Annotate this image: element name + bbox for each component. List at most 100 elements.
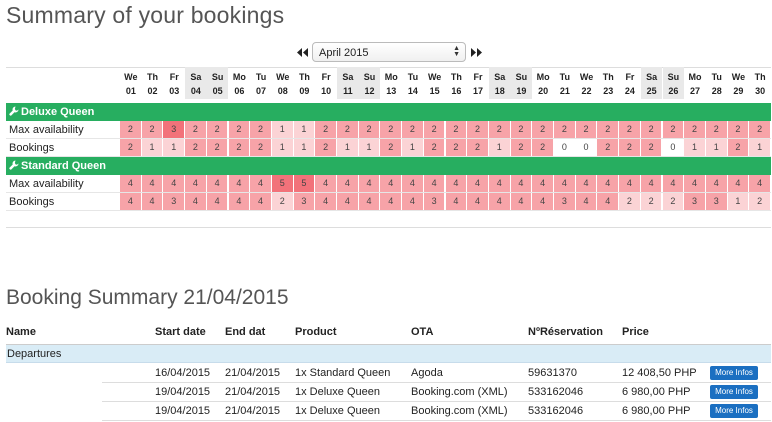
grid-cell[interactable]: 4 [445,193,468,210]
grid-cell[interactable]: 0 [662,139,685,156]
grid-cell[interactable]: 4 [662,175,685,192]
grid-cell[interactable]: 2 [705,121,728,138]
grid-cell[interactable]: 5 [293,175,316,192]
grid-cell[interactable]: 1 [358,139,381,156]
grid-cell[interactable]: 4 [228,175,251,192]
grid-cell[interactable]: 2 [315,139,337,156]
grid-cell[interactable]: 3 [293,193,316,210]
grid-cell[interactable]: 4 [597,175,620,192]
grid-cell[interactable]: 4 [358,175,381,192]
grid-cell[interactable]: 1 [749,139,771,156]
grid-cell[interactable]: 4 [228,193,251,210]
grid-cell[interactable]: 0 [575,139,598,156]
grid-cell[interactable]: 2 [727,121,750,138]
grid-cell[interactable]: 2 [250,121,272,138]
grid-cell[interactable]: 4 [575,193,598,210]
grid-cell[interactable]: 2 [423,139,446,156]
grid-cell[interactable]: 2 [271,193,294,210]
grid-cell[interactable]: 2 [228,121,251,138]
grid-cell[interactable]: 2 [120,139,142,156]
grid-cell[interactable]: 2 [749,121,771,138]
grid-cell[interactable]: 4 [727,175,750,192]
grid-cell[interactable]: 2 [445,139,468,156]
grid-cell[interactable]: 1 [727,193,750,210]
grid-cell[interactable]: 2 [510,121,533,138]
grid-cell[interactable]: 4 [749,175,771,192]
grid-cell[interactable]: 2 [380,139,403,156]
grid-cell[interactable]: 1 [271,121,294,138]
month-select[interactable]: April 2015 ▲ ▼ [312,42,466,62]
grid-cell[interactable]: 1 [141,139,164,156]
grid-cell[interactable]: 3 [423,193,446,210]
grid-cell[interactable]: 2 [423,121,446,138]
more-infos-button[interactable]: More Infos [710,366,758,380]
grid-cell[interactable]: 3 [163,193,186,210]
grid-cell[interactable]: 2 [141,121,164,138]
grid-cell[interactable]: 4 [185,175,207,192]
grid-cell[interactable]: 3 [163,121,186,138]
grid-cell[interactable]: 3 [554,193,576,210]
grid-cell[interactable]: 4 [206,193,229,210]
grid-cell[interactable]: 5 [271,175,294,192]
grid-cell[interactable]: 4 [619,175,641,192]
grid-cell[interactable]: 2 [640,139,663,156]
grid-cell[interactable]: 2 [597,121,620,138]
grid-cell[interactable]: 1 [488,139,511,156]
grid-cell[interactable]: 2 [575,121,598,138]
grid-cell[interactable]: 2 [380,121,403,138]
grid-cell[interactable]: 0 [554,139,576,156]
grid-cell[interactable]: 2 [662,121,685,138]
grid-cell[interactable]: 2 [185,139,207,156]
grid-cell[interactable]: 4 [120,193,142,210]
grid-cell[interactable]: 2 [749,193,771,210]
grid-cell[interactable]: 2 [402,121,424,138]
grid-cell[interactable]: 4 [206,175,229,192]
grid-cell[interactable]: 4 [250,175,272,192]
grid-cell[interactable]: 4 [467,193,489,210]
grid-cell[interactable]: 2 [120,121,142,138]
grid-cell[interactable]: 2 [445,121,468,138]
grid-cell[interactable]: 4 [532,175,554,192]
grid-cell[interactable]: 2 [640,193,663,210]
grid-cell[interactable]: 2 [684,121,706,138]
grid-cell[interactable]: 4 [640,175,663,192]
grid-cell[interactable]: 2 [250,139,272,156]
grid-cell[interactable]: 1 [293,121,316,138]
grid-cell[interactable]: 4 [510,193,533,210]
grid-cell[interactable]: 4 [250,193,272,210]
grid-cell[interactable]: 2 [488,121,511,138]
grid-cell[interactable]: 4 [684,175,706,192]
grid-cell[interactable]: 1 [684,139,706,156]
grid-cell[interactable]: 4 [488,193,511,210]
grid-cell[interactable]: 1 [293,139,316,156]
grid-cell[interactable]: 4 [575,175,598,192]
grid-cell[interactable]: 4 [163,175,186,192]
grid-cell[interactable]: 2 [619,193,641,210]
grid-cell[interactable]: 2 [315,121,337,138]
grid-cell[interactable]: 2 [640,121,663,138]
grid-cell[interactable]: 4 [445,175,468,192]
grid-cell[interactable]: 4 [141,193,164,210]
grid-cell[interactable]: 2 [727,139,750,156]
grid-cell[interactable]: 4 [315,193,337,210]
grid-cell[interactable]: 1 [271,139,294,156]
grid-cell[interactable]: 4 [185,193,207,210]
grid-cell[interactable]: 4 [554,175,576,192]
grid-cell[interactable]: 4 [423,175,446,192]
grid-cell[interactable]: 4 [705,175,728,192]
grid-cell[interactable]: 2 [532,139,554,156]
grid-cell[interactable]: 4 [532,193,554,210]
grid-cell[interactable]: 1 [705,139,728,156]
previous-month-icon[interactable] [296,46,308,58]
grid-cell[interactable]: 1 [337,139,359,156]
next-month-icon[interactable] [470,46,482,58]
more-infos-button[interactable]: More Infos [710,404,758,418]
grid-cell[interactable]: 4 [380,175,403,192]
grid-cell[interactable]: 2 [662,193,685,210]
grid-cell[interactable]: 2 [532,121,554,138]
grid-cell[interactable]: 4 [315,175,337,192]
grid-cell[interactable]: 4 [120,175,142,192]
grid-cell[interactable]: 4 [402,193,424,210]
grid-cell[interactable]: 4 [358,193,381,210]
grid-cell[interactable]: 3 [705,193,728,210]
